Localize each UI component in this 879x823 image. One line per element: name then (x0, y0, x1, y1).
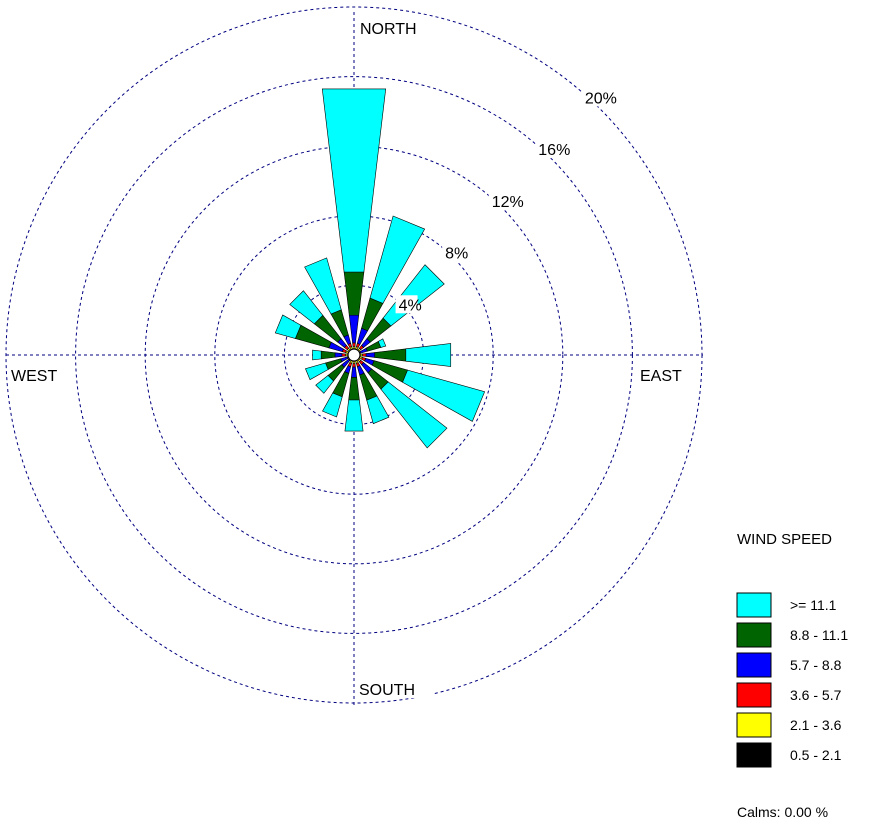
petal-S-3 (350, 366, 358, 378)
petal-NNW-5 (304, 257, 342, 315)
petal-E-4 (374, 348, 407, 362)
legend-label-2: 5.7 - 8.8 (790, 657, 842, 673)
ring-label-bg (488, 191, 520, 210)
petal-S-4 (348, 377, 360, 401)
petal-N-5 (321, 88, 387, 273)
legend-title: WIND SPEED (737, 531, 832, 548)
petal-W-4 (320, 350, 336, 360)
petal-ESE-5 (402, 369, 486, 422)
legend-swatch-0 (736, 592, 772, 618)
petal-ENE-5 (377, 338, 387, 348)
legend-swatch-1 (736, 622, 772, 648)
north-label: NORTH (360, 21, 417, 38)
petal-NNE-5 (369, 215, 426, 304)
petal-SSE-5 (366, 395, 390, 425)
petal-WNW-5 (274, 314, 302, 339)
south-label: SOUTH (359, 682, 415, 699)
ring-label-bg (535, 140, 567, 159)
west-label: WEST (11, 368, 57, 385)
petal-SE-5 (380, 381, 448, 449)
petal-W-5 (312, 349, 322, 361)
legend-swatch-5 (736, 742, 772, 768)
calms-label: Calms: 0.00 % (737, 804, 828, 820)
legend-label-1: 8.8 - 11.1 (790, 627, 848, 643)
ring-label-bg (581, 88, 613, 107)
ring-label-8: 8% (445, 246, 468, 263)
legend: WIND SPEED >= 11.1 8.8 - 11.1 5.7 - 8.8 3.6… (736, 531, 848, 820)
ring-label-16: 16% (538, 142, 570, 159)
ring-label-20: 20% (585, 90, 617, 107)
ring-label-bg (395, 295, 418, 314)
ring-label-12: 12% (492, 194, 524, 211)
calm-center-circle (347, 348, 361, 362)
legend-swatch-3 (736, 682, 772, 708)
legend-swatch-4 (736, 712, 772, 738)
petal-E-3 (365, 352, 376, 358)
petal-NW-5 (289, 290, 324, 325)
petal-E-2 (362, 353, 367, 357)
ring-label-4: 4% (399, 297, 422, 314)
legend-label-3: 3.6 - 5.7 (790, 687, 842, 703)
ring-label-bg (442, 243, 465, 262)
petal-E-5 (405, 343, 452, 367)
east-label: EAST (640, 368, 682, 385)
petal-W-2 (341, 353, 346, 357)
petal-N-2 (352, 342, 356, 347)
petal-W-3 (334, 352, 343, 358)
petal-N-3 (348, 314, 360, 344)
legend-swatch-2 (736, 652, 772, 678)
petals-layer (274, 88, 486, 449)
petal-WSW-5 (305, 362, 329, 381)
legend-label-5: 0.5 - 2.1 (790, 747, 842, 763)
petal-S-5 (344, 399, 364, 432)
legend-label-4: 2.1 - 3.6 (790, 717, 842, 733)
legend-label-0: >= 11.1 (790, 597, 837, 613)
legend-items: >= 11.1 8.8 - 11.1 5.7 - 8.8 3.6 - 5.7 2.1 -… (736, 592, 848, 768)
petal-N-4 (343, 271, 365, 316)
ring-labels-layer: 4% 8% 12% 16% 20% (395, 88, 617, 314)
petal-S-2 (352, 363, 356, 368)
petal-SSW-5 (322, 392, 343, 418)
petal-SW-5 (315, 375, 334, 394)
